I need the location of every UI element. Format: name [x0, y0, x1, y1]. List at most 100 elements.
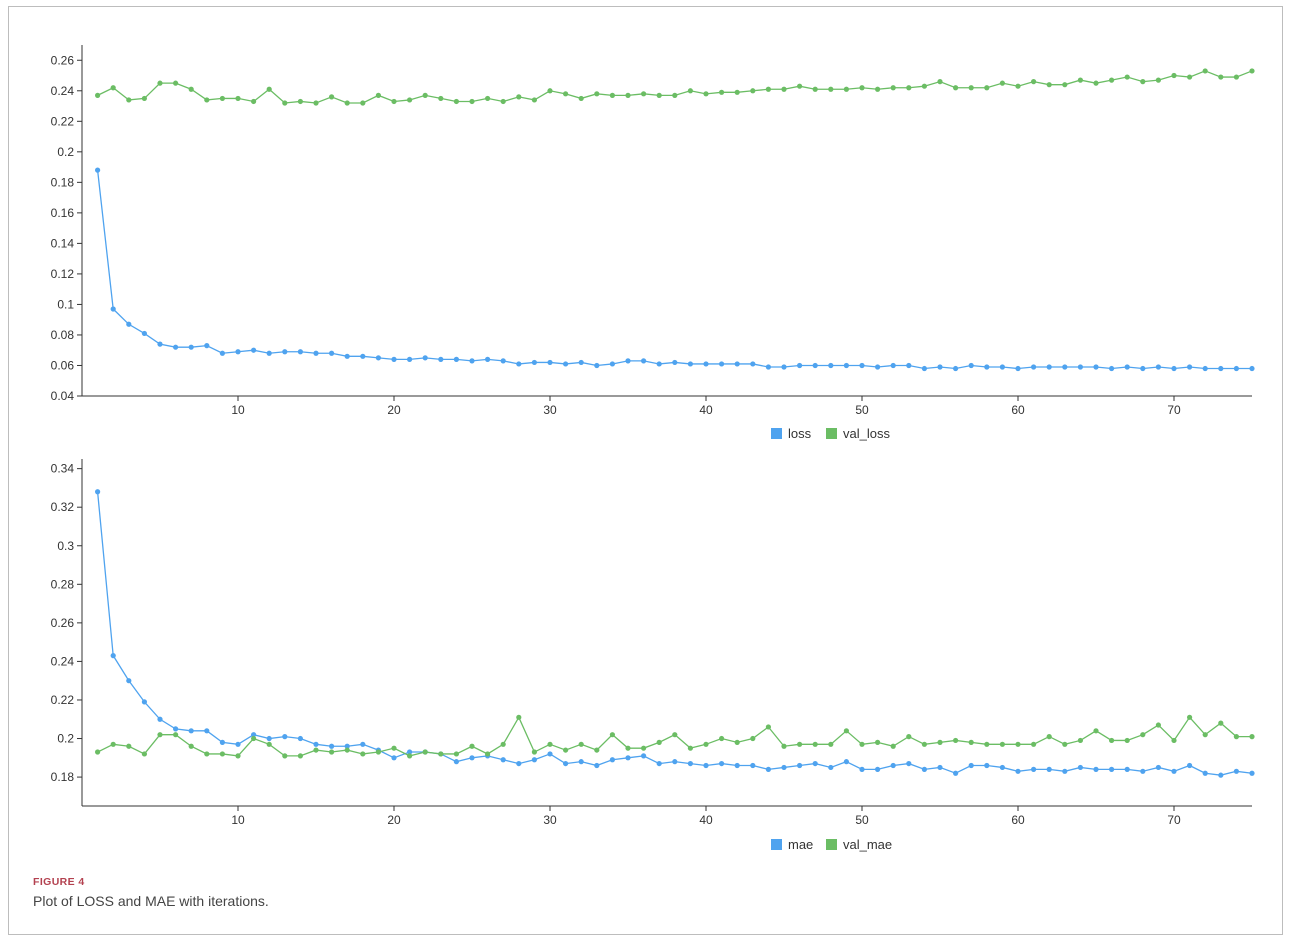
data-point-loss	[828, 362, 834, 369]
data-point-val_mae	[828, 741, 834, 747]
data-point-val_loss	[453, 98, 459, 105]
data-point-val_loss	[563, 91, 569, 97]
data-point-val_loss	[578, 95, 584, 102]
data-point-val_mae	[1155, 722, 1161, 728]
data-point-loss	[843, 362, 850, 369]
data-point-val_loss	[547, 88, 553, 94]
data-point-val_loss	[1077, 77, 1083, 83]
data-point-loss	[95, 167, 101, 173]
data-point-mae	[1046, 766, 1052, 772]
data-point-loss	[141, 330, 147, 337]
data-point-mae	[859, 766, 865, 772]
data-point-val_loss	[984, 85, 990, 91]
data-point-loss	[906, 362, 912, 369]
data-point-mae	[157, 716, 163, 722]
data-point-val_mae	[890, 743, 896, 749]
data-point-val_loss	[1093, 80, 1099, 86]
data-point-val_loss	[1171, 72, 1177, 79]
data-point-val_mae	[157, 732, 163, 738]
data-point-loss	[391, 356, 397, 362]
data-point-val_mae	[1249, 734, 1255, 740]
data-point-val_mae	[750, 735, 756, 742]
data-point-val_loss	[188, 86, 194, 92]
data-point-mae	[906, 760, 912, 767]
data-point-val_loss	[1187, 74, 1193, 80]
data-point-loss	[999, 364, 1006, 370]
data-point-val_mae	[703, 741, 709, 747]
y-tick-label: 0.18	[51, 175, 75, 189]
data-point-loss	[235, 349, 241, 355]
data-point-mae	[1218, 772, 1224, 778]
data-point-val_mae	[282, 753, 288, 759]
data-point-val_loss	[266, 86, 272, 92]
data-point-mae	[204, 728, 210, 734]
data-point-mae	[469, 755, 475, 761]
data-point-loss	[953, 365, 959, 372]
data-point-loss	[1187, 364, 1193, 370]
data-point-val_mae	[765, 724, 772, 730]
data-point-loss	[516, 361, 522, 367]
data-point-loss	[1031, 364, 1037, 370]
data-point-val_loss	[875, 86, 881, 92]
data-point-val_mae	[344, 747, 350, 753]
data-point-val_mae	[110, 741, 116, 747]
data-point-val_mae	[173, 732, 179, 738]
data-point-mae	[173, 726, 179, 732]
data-point-loss	[485, 356, 491, 362]
data-point-val_mae	[1046, 734, 1052, 740]
data-point-loss	[797, 362, 803, 369]
data-point-mae	[797, 762, 803, 769]
data-point-val_mae	[500, 741, 506, 747]
data-point-mae	[282, 734, 288, 740]
data-point-mae	[266, 735, 272, 742]
data-point-val_mae	[547, 741, 553, 747]
data-point-mae	[1031, 766, 1037, 772]
data-point-loss	[859, 362, 865, 369]
data-point-loss	[1155, 364, 1161, 370]
y-tick-label: 0.22	[51, 114, 75, 128]
data-point-mae	[391, 755, 397, 761]
data-point-loss	[1233, 365, 1239, 372]
data-point-val_mae	[422, 749, 428, 755]
data-point-val_mae	[1202, 732, 1208, 738]
data-point-loss	[547, 359, 553, 366]
data-point-val_loss	[1218, 74, 1224, 80]
y-tick-label: 0.18	[51, 770, 75, 784]
data-point-val_loss	[531, 97, 538, 103]
data-point-val_loss	[391, 98, 397, 105]
data-point-val_mae	[266, 741, 272, 747]
data-point-mae	[875, 766, 881, 772]
data-point-val_mae	[672, 732, 678, 738]
data-point-loss	[422, 355, 428, 361]
data-point-val_mae	[360, 751, 366, 757]
data-point-val_mae	[719, 735, 725, 742]
data-point-val_loss	[921, 83, 928, 89]
data-point-loss	[1109, 365, 1115, 372]
data-point-val_mae	[859, 741, 865, 747]
data-point-val_loss	[859, 85, 865, 91]
data-point-loss	[641, 358, 647, 364]
legend-label-mae: mae	[788, 837, 813, 852]
data-point-val_loss	[407, 97, 413, 103]
data-point-mae	[1093, 766, 1099, 772]
data-point-mae	[843, 759, 850, 765]
data-point-val_loss	[828, 86, 834, 92]
data-point-mae	[110, 653, 116, 659]
data-point-val_mae	[781, 743, 787, 749]
data-point-mae	[687, 760, 694, 767]
data-point-mae	[641, 753, 647, 759]
data-point-loss	[1046, 364, 1052, 370]
data-point-loss	[282, 349, 288, 355]
data-point-loss	[531, 359, 538, 366]
data-point-val_loss	[750, 88, 756, 94]
data-point-mae	[890, 762, 896, 769]
x-tick-label: 40	[699, 403, 713, 417]
chart-1: 0.04 0.06 0.08 0.1 0.12 0.14 0.16 0.18 0.2 0.22 0.…	[51, 45, 1255, 441]
data-point-loss	[453, 356, 459, 362]
data-point-loss	[188, 344, 194, 350]
data-point-val_mae	[999, 741, 1006, 747]
data-point-mae	[1109, 766, 1115, 772]
data-point-mae	[781, 764, 787, 771]
data-point-mae	[1077, 764, 1083, 771]
data-point-val_mae	[625, 745, 631, 751]
